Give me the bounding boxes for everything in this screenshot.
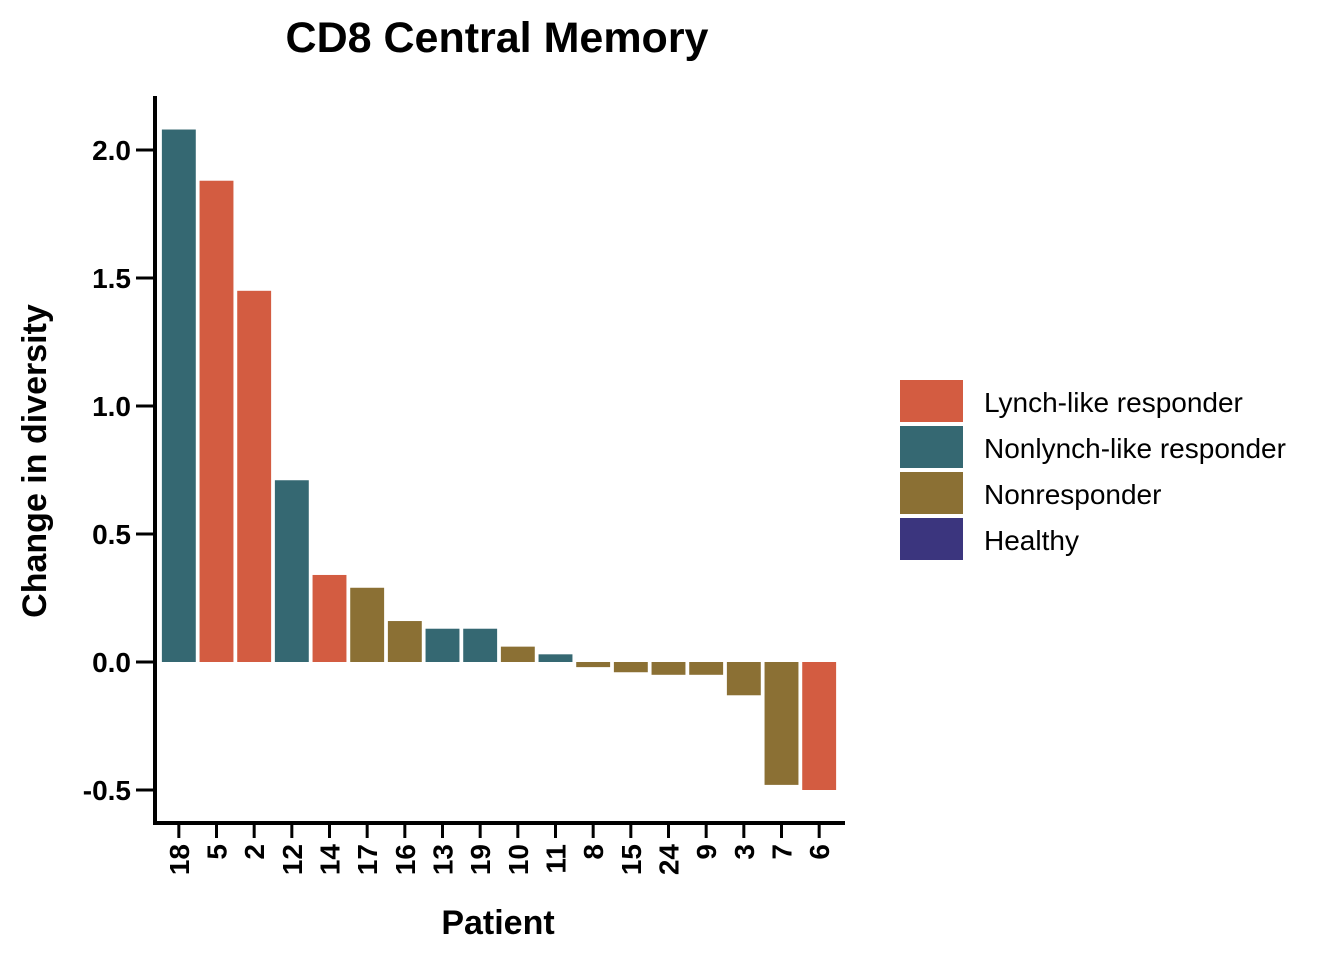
x-tick-label: 5 [202,844,233,860]
bar-patient-19 [463,628,498,662]
bar-patient-5 [199,180,234,662]
legend-swatch [900,472,963,514]
x-tick-label: 10 [503,844,534,875]
x-tick-label: 17 [352,844,383,875]
legend-swatch [900,426,963,468]
legend-label: Healthy [984,525,1079,556]
x-tick-label: 11 [541,844,572,874]
bar-patient-15 [613,662,648,673]
legend-label: Nonlynch-like responder [984,433,1286,464]
x-tick-label: 8 [578,844,609,860]
y-tick-label: -0.5 [83,775,131,806]
x-tick-label: 16 [390,844,421,875]
x-tick-label: 13 [428,844,459,875]
x-tick-label: 24 [654,844,685,876]
legend-label: Lynch-like responder [984,387,1243,418]
bars-group [161,129,837,790]
chart-title: CD8 Central Memory [286,14,709,62]
bar-patient-18 [161,129,196,662]
x-tick-label: 9 [691,844,722,860]
bar-patient-2 [237,290,272,662]
bar-patient-6 [802,662,837,790]
x-tick-label: 6 [804,844,835,860]
x-tick-label: 2 [239,844,270,860]
legend-label: Nonresponder [984,479,1161,510]
x-tick-label: 18 [164,844,195,875]
bar-patient-24 [651,662,686,675]
bar-patient-10 [500,646,535,662]
y-tick-label: 0.5 [92,519,131,550]
x-tick-label: 15 [616,844,647,875]
legend-swatch [900,380,963,422]
bar-patient-8 [576,662,611,668]
legend: Lynch-like responder Nonlynch-like respon… [900,380,1286,560]
x-tick-label: 14 [315,844,346,876]
bar-patient-14 [312,574,347,662]
x-tick-label: 3 [729,844,760,860]
y-tick-label: 1.5 [92,263,131,294]
x-ticks-group: 18 5 2 12 14 17 16 13 19 10 11 8 15 24 9 3 7 6 [164,823,835,875]
bar-patient-17 [350,587,385,662]
y-ticks-group: -0.5 0.0 0.5 1.0 1.5 2.0 [83,135,155,806]
bar-patient-12 [274,480,309,662]
y-tick-label: 1.0 [92,391,131,422]
bar-patient-7 [764,662,799,785]
y-axis-label: Change in diversity [16,304,54,618]
y-tick-label: 0.0 [92,647,131,678]
bar-patient-3 [726,662,761,696]
bar-patient-16 [387,621,422,662]
x-tick-label: 12 [277,844,308,875]
y-tick-label: 2.0 [92,135,131,166]
x-tick-label: 7 [767,844,798,860]
bar-patient-11 [538,654,573,662]
bar-patient-13 [425,628,460,662]
legend-swatch [900,518,963,560]
x-tick-label: 19 [465,844,496,875]
x-axis-label: Patient [441,904,554,942]
bar-patient-9 [689,662,724,675]
